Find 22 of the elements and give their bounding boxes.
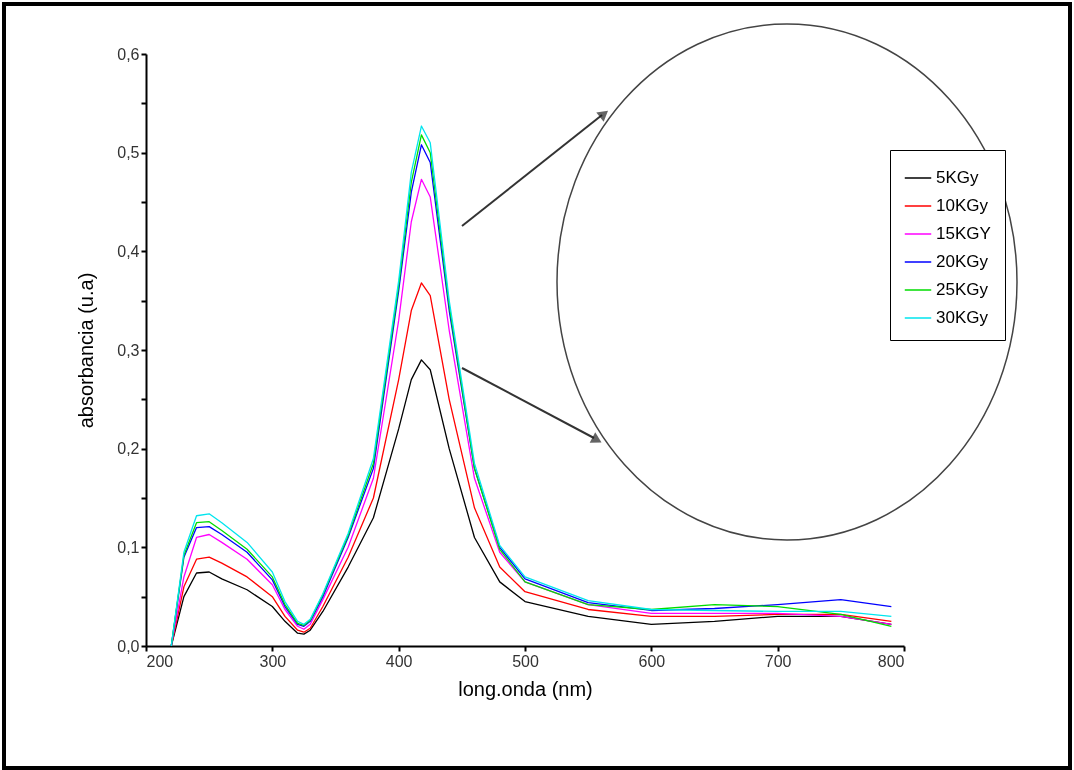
- x-tick-label: 300: [259, 652, 287, 670]
- y-tick-label: 0,4: [117, 242, 140, 260]
- x-axis-title: long.onda (nm): [458, 677, 593, 700]
- x-tick-label: 200: [146, 652, 174, 670]
- legend-label: 10KGy: [936, 196, 989, 215]
- y-tick-label: 0,5: [117, 144, 140, 162]
- legend-label: 5KGy: [936, 168, 980, 187]
- x-tick-label: 600: [638, 652, 666, 670]
- y-axis-title: absorbancia (u.a): [75, 272, 98, 429]
- legend-label: 20KGy: [936, 252, 989, 271]
- legend-label: 15KGY: [936, 224, 991, 243]
- y-tick-label: 0,3: [117, 341, 140, 359]
- y-tick-label: 0,2: [117, 440, 140, 458]
- legend-label: 30KGy: [936, 308, 989, 327]
- y-tick-label: 0,0: [117, 637, 140, 655]
- y-tick-label: 0,1: [117, 538, 140, 556]
- y-tick-label: 0,6: [117, 45, 140, 63]
- x-tick-label: 700: [764, 652, 792, 670]
- legend-label: 25KGy: [936, 280, 989, 299]
- x-tick-label: 500: [512, 652, 539, 670]
- x-tick-label: 800: [877, 652, 905, 670]
- x-tick-label: 400: [385, 652, 413, 670]
